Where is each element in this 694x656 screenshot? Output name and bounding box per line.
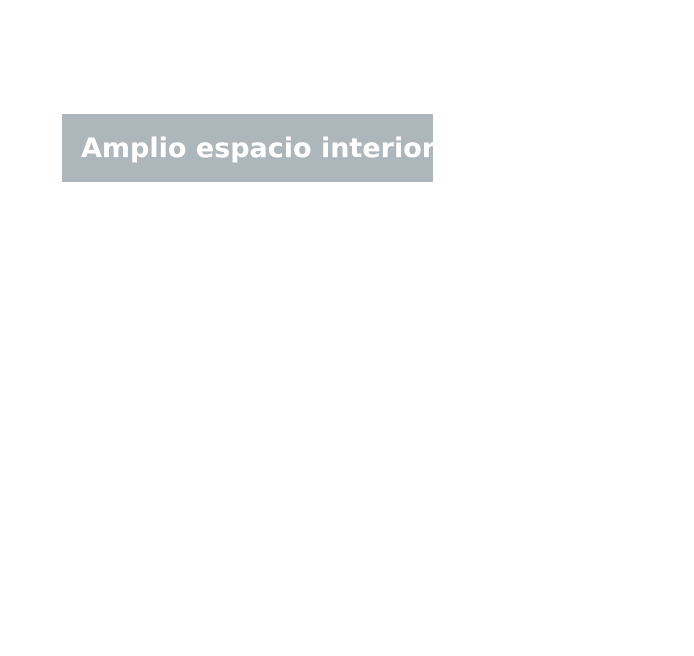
- feature-label: Amplio espacio interior: [62, 114, 435, 182]
